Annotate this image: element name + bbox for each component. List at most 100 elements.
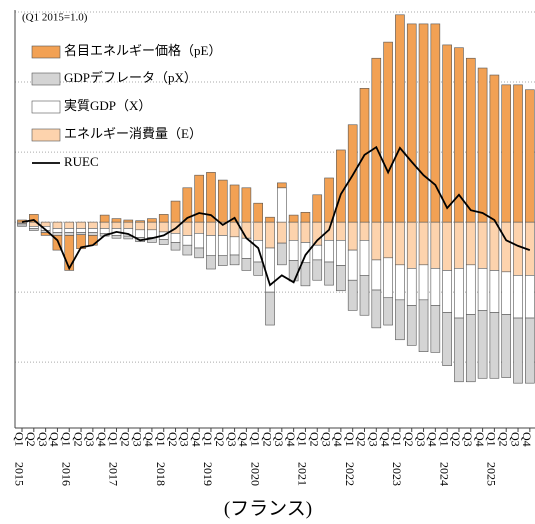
year-label: 2017 bbox=[107, 462, 121, 486]
bar bbox=[229, 254, 240, 266]
bar bbox=[277, 187, 287, 223]
bar bbox=[336, 240, 346, 266]
bar bbox=[288, 240, 299, 261]
bar bbox=[111, 221, 122, 229]
bar bbox=[182, 221, 193, 236]
x-tick-label: Q1 bbox=[437, 432, 451, 447]
bar bbox=[406, 23, 417, 223]
year-label: 2021 bbox=[296, 462, 310, 486]
bar bbox=[477, 268, 488, 311]
x-tick-label: Q2 bbox=[119, 432, 133, 447]
bar bbox=[442, 221, 452, 271]
bar bbox=[324, 261, 334, 286]
x-tick-label: Q1 bbox=[12, 432, 26, 447]
x-tick-label: Q3 bbox=[178, 432, 192, 447]
bar bbox=[347, 249, 358, 281]
x-tick-label: Q2 bbox=[260, 432, 274, 447]
x-tick-label: Q4 bbox=[237, 432, 251, 447]
bar bbox=[88, 228, 98, 233]
x-tick-label: Q3 bbox=[272, 432, 286, 447]
bar bbox=[64, 235, 75, 271]
bar bbox=[135, 221, 145, 231]
bar bbox=[265, 291, 275, 326]
bar bbox=[217, 235, 228, 257]
bar bbox=[17, 224, 27, 227]
bar bbox=[288, 214, 299, 223]
bar bbox=[525, 275, 535, 319]
x-tick-label: Q2 bbox=[355, 432, 369, 447]
bar bbox=[513, 84, 523, 223]
x-tick-label: Q2 bbox=[496, 432, 510, 447]
bar bbox=[347, 279, 358, 311]
x-axis-label: (フランス) bbox=[224, 498, 312, 519]
bar bbox=[489, 74, 500, 223]
x-tick-label: Q3 bbox=[83, 432, 97, 447]
bar bbox=[182, 235, 193, 246]
bar bbox=[76, 232, 86, 236]
bar bbox=[88, 221, 98, 229]
bar bbox=[454, 47, 464, 223]
bar bbox=[525, 317, 535, 384]
bar bbox=[123, 235, 134, 240]
bars bbox=[17, 14, 535, 384]
bar bbox=[454, 268, 464, 319]
bar bbox=[395, 264, 405, 301]
bar bbox=[111, 218, 122, 223]
bar bbox=[406, 268, 417, 306]
bar bbox=[147, 218, 157, 223]
bar bbox=[76, 221, 86, 229]
x-tick-label: Q3 bbox=[414, 432, 428, 447]
bar bbox=[430, 221, 441, 269]
year-label: 2019 bbox=[201, 462, 215, 486]
x-tick-label: Q4 bbox=[284, 432, 298, 447]
bar bbox=[501, 84, 512, 223]
bar bbox=[418, 221, 429, 266]
x-tick-label: Q3 bbox=[130, 432, 144, 447]
bar bbox=[406, 305, 417, 346]
bar bbox=[241, 258, 252, 271]
bar bbox=[29, 228, 39, 231]
bar bbox=[206, 235, 216, 257]
bar bbox=[265, 221, 275, 249]
bar bbox=[501, 271, 512, 315]
legend-label: エネルギー消費量（E） bbox=[64, 126, 202, 141]
bar bbox=[336, 221, 346, 241]
bar bbox=[288, 260, 299, 282]
bar bbox=[489, 221, 500, 271]
bar bbox=[229, 184, 240, 223]
bar bbox=[383, 257, 393, 299]
legend-swatch bbox=[31, 45, 61, 59]
bar bbox=[40, 221, 51, 227]
bar bbox=[418, 23, 429, 223]
x-tick-label: Q3 bbox=[225, 432, 239, 447]
bar bbox=[111, 235, 122, 239]
year-label: 2018 bbox=[154, 462, 168, 486]
bar bbox=[99, 221, 110, 229]
bar bbox=[253, 202, 263, 223]
bar bbox=[241, 187, 252, 223]
legend-label: 名目エネルギー価格（pE） bbox=[64, 43, 221, 58]
x-tick-label: Q4 bbox=[142, 432, 156, 447]
x-tick-label: Q3 bbox=[461, 432, 475, 447]
bar bbox=[312, 194, 323, 223]
bar bbox=[99, 214, 110, 223]
x-tick-label: Q3 bbox=[36, 432, 50, 447]
bar bbox=[489, 312, 500, 379]
x-tick-label: Q4 bbox=[331, 432, 345, 447]
x-tick-label: Q1 bbox=[390, 432, 404, 447]
year-label: 2025 bbox=[485, 462, 499, 486]
x-tick-label: Q3 bbox=[367, 432, 381, 447]
bar bbox=[29, 226, 39, 229]
bar bbox=[99, 228, 110, 234]
x-tick-label: Q3 bbox=[319, 432, 333, 447]
bar bbox=[430, 305, 441, 353]
bar bbox=[465, 221, 476, 266]
year-label: 2023 bbox=[390, 462, 404, 486]
bar bbox=[454, 317, 464, 383]
bar bbox=[158, 214, 169, 223]
bar bbox=[158, 239, 169, 245]
year-label: 2015 bbox=[12, 462, 26, 486]
bar bbox=[359, 275, 370, 316]
bar bbox=[513, 317, 523, 384]
bar bbox=[371, 289, 382, 329]
